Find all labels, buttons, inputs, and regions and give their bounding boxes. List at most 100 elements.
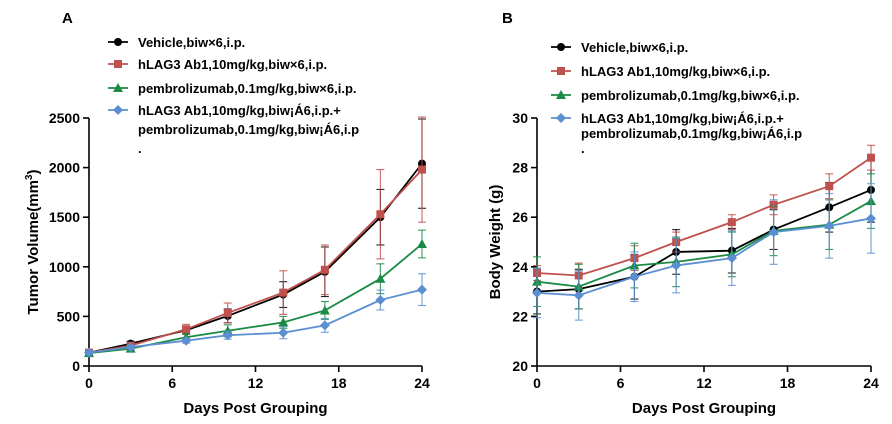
data-point — [825, 182, 834, 191]
x-axis-title: Days Post Grouping — [632, 400, 776, 417]
legend-marker — [556, 113, 566, 123]
x-tick-label: 18 — [780, 375, 796, 391]
y-tick-label: 2500 — [49, 110, 80, 126]
data-point — [278, 317, 289, 327]
legend-label: hLAG3 Ab1,10mg/kg,biw¡Á6,i.p.+ — [581, 111, 784, 126]
legend-marker — [557, 67, 565, 75]
series-4 — [532, 183, 876, 321]
data-point — [279, 288, 288, 297]
series-1 — [533, 157, 875, 315]
legend: Vehicle,biw×6,i.p. hLAG3 Ab1,10mg/kg,biw×… — [108, 35, 359, 156]
series-line — [536, 156, 872, 277]
legend-label: pembrolizumab,0.1mg/kg,biw¡Á6,i.p — [138, 122, 359, 137]
legend-entry: Vehicle,biw×6,i.p. — [551, 40, 688, 55]
data-point — [84, 347, 94, 358]
legend-label: hLAG3 Ab1,10mg/kg,biw×6,i.p. — [138, 57, 327, 72]
data-point — [671, 260, 682, 271]
data-point — [629, 271, 640, 282]
legend-marker — [114, 60, 122, 68]
y-tick-label: 2000 — [49, 160, 80, 176]
data-point — [182, 325, 191, 334]
data-point — [726, 253, 737, 264]
series-4 — [84, 273, 427, 358]
series-1 — [85, 118, 426, 357]
data-point — [319, 305, 330, 315]
data-point — [768, 227, 779, 238]
legend-label: Vehicle,biw×6,i.p. — [138, 35, 245, 50]
y-tick-label: 1000 — [49, 259, 80, 275]
legend-entry: pembrolizumab,0.1mg/kg,biw×6,i.p. — [551, 88, 800, 103]
legend-entry: hLAG3 Ab1,10mg/kg,biw¡Á6,i.p.+pembrolizu… — [551, 111, 802, 156]
y-tick-label: 30 — [512, 110, 528, 126]
y-tick-label: 0 — [72, 358, 80, 374]
y-tick-label: 500 — [57, 308, 81, 324]
data-point — [867, 153, 875, 162]
data-point — [375, 273, 386, 283]
series-line — [88, 163, 423, 354]
x-axis-title: Days Post Grouping — [183, 400, 327, 417]
legend-entry: pembrolizumab,0.1mg/kg,biw×6,i.p. — [108, 81, 357, 96]
legend-label: pembrolizumab,0.1mg/kg,biw×6,i.p. — [138, 81, 357, 96]
legend-label: . — [138, 141, 142, 156]
series-line — [88, 288, 423, 354]
x-tick-label: 0 — [533, 375, 541, 391]
panel-b: B 20 22 24 26 28 30 0 6 12 18 24 Days Post Grouping B… — [487, 10, 879, 417]
panel-label: B — [502, 10, 513, 27]
panel-label: A — [62, 10, 73, 27]
data-point — [375, 295, 386, 306]
legend-marker — [113, 105, 123, 115]
y-axis-title: Body Weight (g) — [487, 185, 504, 300]
data-point — [278, 327, 289, 338]
x-tick-label: 0 — [85, 375, 93, 391]
series-line — [88, 168, 423, 354]
legend-entry: hLAG3 Ab1,10mg/kg,biw×6,i.p. — [108, 57, 327, 72]
legend-label: pembrolizumab,0.1mg/kg,biw×6,i.p. — [581, 88, 800, 103]
data-point — [319, 320, 330, 331]
series-line — [536, 200, 872, 288]
legend-label: Vehicle,biw×6,i.p. — [581, 40, 688, 55]
legend-label: pembrolizumab,0.1mg/kg,biw¡Á6,i.p — [581, 126, 802, 141]
x-tick-label: 18 — [331, 375, 347, 391]
data-point — [573, 290, 584, 301]
data-point — [222, 330, 233, 341]
legend-entry: Vehicle,biw×6,i.p. — [108, 35, 245, 50]
data-point — [417, 284, 427, 295]
data-point — [125, 342, 136, 353]
series-2 — [85, 116, 426, 357]
series-3 — [84, 229, 427, 358]
legend-marker — [114, 38, 122, 46]
legend-marker — [557, 43, 565, 51]
series-line — [536, 189, 872, 293]
data-point — [532, 287, 542, 298]
y-axis-title: Tumor Volume(mm3) — [24, 169, 42, 314]
x-tick-label: 6 — [168, 375, 176, 391]
y-tick-label: 20 — [512, 358, 528, 374]
data-point — [866, 213, 876, 224]
y-tick-label: 22 — [512, 308, 528, 324]
data-point — [181, 335, 192, 346]
x-tick-label: 6 — [617, 375, 625, 391]
legend-label: hLAG3 Ab1,10mg/kg,biw¡Á6,i.p.+ — [138, 103, 341, 118]
x-tick-label: 24 — [414, 375, 430, 391]
x-tick-label: 12 — [696, 375, 712, 391]
data-point — [727, 218, 736, 227]
series-line — [536, 217, 872, 297]
data-point — [223, 308, 232, 317]
series-line — [88, 243, 423, 354]
legend-label: hLAG3 Ab1,10mg/kg,biw×6,i.p. — [581, 64, 770, 79]
legend-entry: hLAG3 Ab1,10mg/kg,biw¡Á6,i.p.+ pembrolizu… — [108, 103, 359, 156]
y-tick-label: 26 — [512, 209, 528, 225]
legend-label: . — [581, 141, 585, 156]
legend-entry: hLAG3 Ab1,10mg/kg,biw×6,i.p. — [551, 64, 770, 79]
series-2 — [533, 144, 875, 289]
legend-marker — [113, 83, 123, 92]
data-point — [376, 210, 385, 219]
legend: Vehicle,biw×6,i.p. hLAG3 Ab1,10mg/kg,biw×… — [551, 40, 802, 156]
x-tick-label: 12 — [248, 375, 264, 391]
y-tick-label: 24 — [512, 259, 528, 275]
panel-a: A 0 500 1000 1500 2000 2500 0 6 12 18 24 Days Post G… — [24, 10, 430, 417]
x-tick-label: 24 — [863, 375, 879, 391]
y-tick-label: 28 — [512, 160, 528, 176]
legend-marker — [556, 90, 566, 99]
